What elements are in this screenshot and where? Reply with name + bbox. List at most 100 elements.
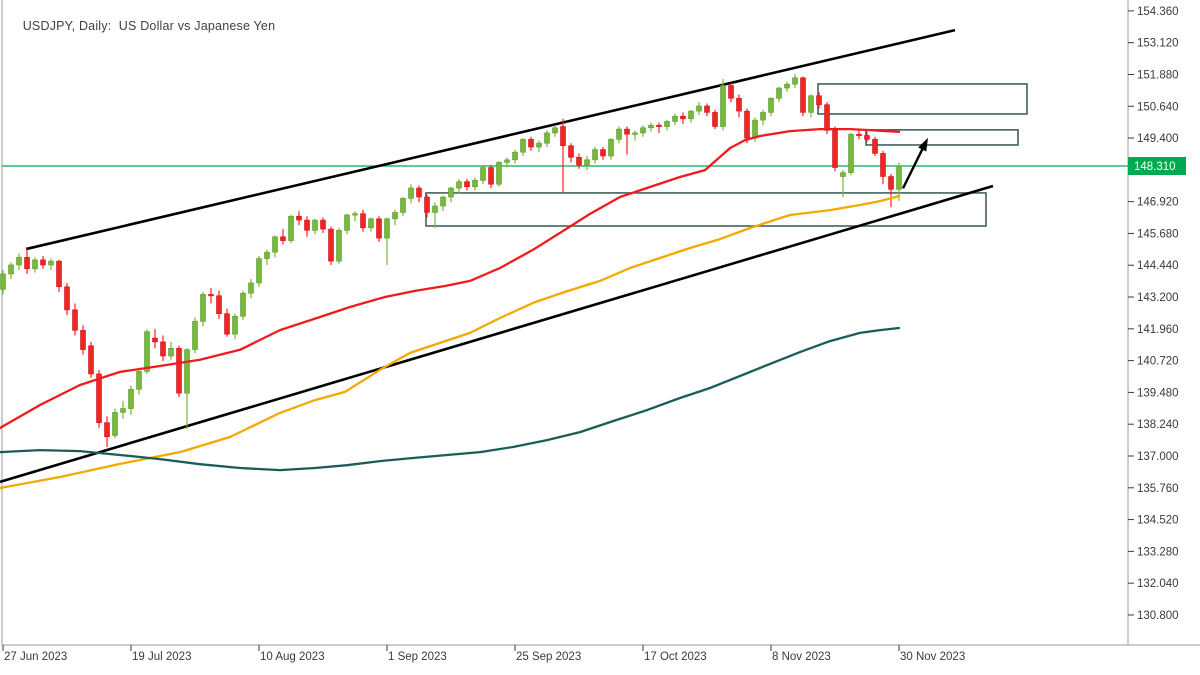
lower-channel-trendline[interactable] [0,184,994,484]
candle-body [504,159,510,163]
candle-body [240,292,246,317]
candle-body [712,112,718,127]
candle-body [832,130,838,168]
time-axis-label: 1 Sep 2023 [388,651,447,663]
candle-body [592,149,598,161]
candle-body [720,85,726,127]
candle-body [264,251,270,259]
price-axis-label: 151.880 [1137,69,1179,81]
candle-body [200,294,206,322]
candle-body [160,341,166,357]
current-price-label: 148.310 [1128,157,1186,175]
chart-title-text: USDJPY, Daily: US Dollar vs Japanese Yen [22,19,276,33]
candle-body [312,219,318,231]
candle-body [112,412,118,436]
candle-body [752,119,758,139]
candle-body [280,236,286,241]
candle-body [416,187,422,198]
up-arrow-head [918,137,928,152]
candle-body [760,112,766,121]
candle-body [0,273,6,290]
chart-title: USDJPY, Daily: US Dollar vs Japanese Yen [8,5,275,47]
candle-body [104,422,110,438]
candle-body [224,313,230,335]
time-axis-label: 8 Nov 2023 [772,651,831,663]
candle-body [824,104,830,131]
price-axis-label: 135.760 [1137,483,1179,495]
time-axis: 27 Jun 2023 19 Jul 2023 10 Aug 2023 1 Sep 2… [2,645,965,663]
arrow-annotation[interactable] [901,137,928,189]
candle-body [152,337,158,343]
candle-body [600,149,606,157]
upper-channel-trendline[interactable] [25,28,956,251]
candle-body [176,348,182,394]
candle-body [256,258,262,284]
candle-body [608,139,614,157]
candle-body [360,213,366,229]
candle-body [496,162,502,185]
candle-body [656,124,662,127]
price-axis-label: 139.480 [1137,387,1179,399]
candle-body [584,159,590,166]
price-axis-label: 130.800 [1137,610,1179,622]
candle-body [544,132,550,144]
candle-body [560,126,566,147]
price-axis-label: 146.920 [1137,197,1179,209]
plot-borders [1,0,1200,646]
resistance-zone-upper[interactable] [817,83,1028,115]
candle-body [888,176,894,190]
candle-body [688,110,694,120]
candle-body [512,151,518,161]
candle-body [408,187,414,199]
candle-body [640,127,646,134]
candle-body [400,198,406,213]
candle-body [16,256,22,266]
up-arrow-line[interactable] [901,144,926,189]
current-price-value: 148.310 [1134,161,1176,173]
candle-body [328,228,334,262]
candle-body [744,110,750,139]
candle-body [88,345,94,375]
price-axis-label: 138.240 [1137,419,1179,431]
candle-body [48,260,54,266]
candle-body [136,371,142,390]
support-zone[interactable] [425,192,987,227]
candle-body [456,181,462,189]
price-axis-label: 134.520 [1137,515,1179,527]
candle-body [320,219,326,230]
candle-body [648,124,654,129]
candle-body [96,373,102,423]
time-axis-label: 30 Nov 2023 [900,651,965,663]
candle-body [704,105,710,113]
time-axis-label: 27 Jun 2023 [4,651,67,663]
candle-body [808,95,814,113]
candle-body [520,139,526,153]
candle-body [480,167,486,181]
candle-body [448,187,454,198]
price-axis-label: 141.960 [1137,324,1179,336]
candle-body [144,331,150,372]
candle-body [856,133,862,136]
channel-trendlines[interactable] [0,28,994,484]
price-axis-label: 145.680 [1137,228,1179,240]
candle-body [472,180,478,188]
price-axis-label: 144.440 [1137,260,1179,272]
time-axis-label: 25 Sep 2023 [516,651,581,663]
candle-body [680,115,686,120]
candle-body [880,153,886,177]
candle-body [872,139,878,154]
candle-body [464,181,470,188]
candle-body [336,230,342,262]
candle-body [352,213,358,216]
candle-body [728,85,734,99]
ma-fast-red [0,127,901,430]
candle-body [296,215,302,221]
candle-body [368,218,374,229]
price-axis-label: 140.720 [1137,356,1179,368]
candle-body [432,205,438,213]
time-axis-label: 10 Aug 2023 [260,651,325,663]
ma-mid-orange [0,194,901,490]
candle-body [440,196,446,207]
